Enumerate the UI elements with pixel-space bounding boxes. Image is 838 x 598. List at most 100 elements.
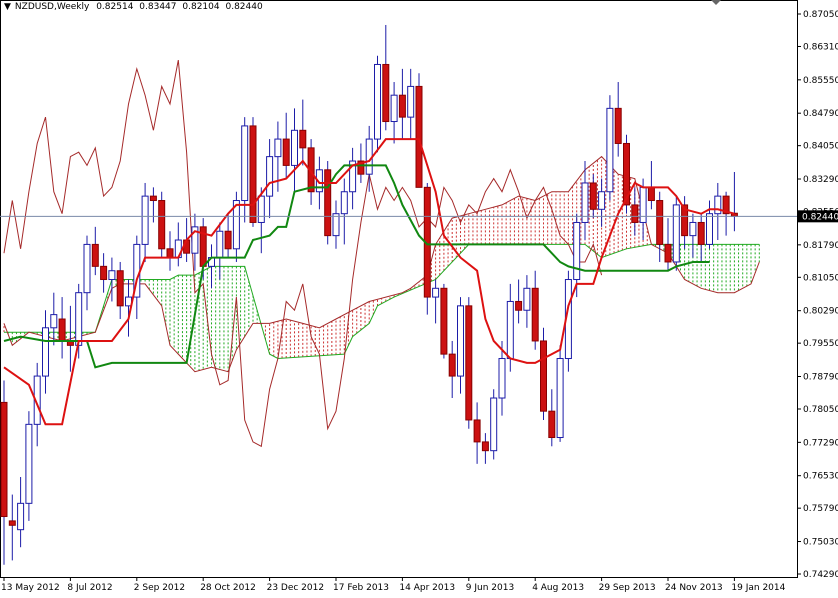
y-tick-label: 0.87050 xyxy=(803,10,838,20)
candle-body xyxy=(257,195,265,223)
y-tick-label: 0.74290 xyxy=(803,570,838,580)
candle-body xyxy=(473,419,481,443)
plot-frame xyxy=(0,0,798,578)
ohlc-values: 0.82514 0.83447 0.82104 0.82440 xyxy=(96,2,266,12)
candle-body xyxy=(448,353,456,377)
x-tick-label: 13 May 2012 xyxy=(1,583,60,593)
candle-body xyxy=(540,340,547,412)
candle-body xyxy=(722,195,730,215)
candle-body xyxy=(498,358,506,399)
candle-body xyxy=(8,520,16,526)
candle-body xyxy=(515,300,523,311)
collapse-triangle-icon[interactable]: ▼ xyxy=(4,2,11,12)
x-tick-label: 19 Jan 2014 xyxy=(731,583,785,593)
y-tick-label: 0.80290 xyxy=(803,307,838,317)
y-tick-label: 0.84790 xyxy=(803,109,838,119)
candle-body xyxy=(398,94,406,118)
y-tick-label: 0.81790 xyxy=(803,241,838,251)
candle-body xyxy=(548,410,556,439)
candle-body xyxy=(266,156,274,197)
current-price-label-bg xyxy=(798,210,838,223)
candle-body xyxy=(415,85,423,188)
high-value: 0.83447 xyxy=(139,2,177,12)
candle-body xyxy=(382,63,390,123)
open-value: 0.82514 xyxy=(96,2,134,12)
candle-body xyxy=(581,182,589,223)
candle-body xyxy=(481,441,489,452)
candle-body xyxy=(116,270,124,307)
y-tick-label: 0.78050 xyxy=(803,405,838,415)
candle-body xyxy=(573,221,581,281)
candle-body xyxy=(490,397,498,452)
tenkan-sen-line xyxy=(3,138,735,426)
x-tick-label: 8 Jul 2012 xyxy=(67,583,112,593)
y-tick-label: 0.84050 xyxy=(803,142,838,152)
candle-body xyxy=(58,318,66,342)
candle-body xyxy=(0,401,8,518)
candle-body xyxy=(589,182,597,210)
y-tick-label: 0.85550 xyxy=(803,76,838,86)
candle-body xyxy=(33,375,41,425)
candle-body xyxy=(282,138,290,166)
candle-body xyxy=(407,85,415,118)
candle-body xyxy=(42,327,49,377)
close-value: 0.82440 xyxy=(225,2,263,12)
x-tick-label: 9 Jun 2013 xyxy=(466,583,514,593)
candle-body xyxy=(681,204,689,237)
y-tick-label: 0.79550 xyxy=(803,339,838,349)
candle-body xyxy=(714,195,722,215)
candle-body xyxy=(25,423,33,504)
candle-body xyxy=(656,200,664,245)
candle-body xyxy=(631,204,639,223)
chikou-span-line xyxy=(3,60,603,448)
kijun-sen-line xyxy=(3,164,710,369)
candle-body xyxy=(623,142,630,206)
y-tick-label: 0.81050 xyxy=(803,273,838,283)
candle-body xyxy=(166,248,174,259)
x-tick-label: 2 Sep 2012 xyxy=(134,583,185,593)
candle-body xyxy=(241,125,249,202)
candle-body xyxy=(141,195,149,245)
candle-body xyxy=(191,226,199,254)
candle-body xyxy=(216,230,224,259)
candle-body xyxy=(614,107,622,144)
candle-body xyxy=(598,191,606,210)
candle-body xyxy=(689,221,697,237)
y-tick-label: 0.77290 xyxy=(803,438,838,448)
candle-body xyxy=(465,305,473,421)
candle-body xyxy=(697,221,705,245)
candle-body xyxy=(307,147,315,193)
candle-body xyxy=(274,138,282,158)
candle-body xyxy=(432,287,440,298)
candle-body xyxy=(324,169,332,237)
x-tick-label: 29 Sep 2013 xyxy=(599,583,656,593)
candle-body xyxy=(664,243,672,263)
y-tick-label: 0.78790 xyxy=(803,373,838,383)
current-price-label: 0.82440 xyxy=(802,212,838,222)
candle-body xyxy=(108,270,116,281)
candle-body xyxy=(340,191,348,215)
candle-body xyxy=(291,129,298,166)
candle-body xyxy=(357,160,365,175)
y-tick-label: 0.76530 xyxy=(803,472,838,482)
candle-body xyxy=(556,358,564,439)
candle-body xyxy=(17,502,25,531)
senkou-span-b-line xyxy=(3,155,760,373)
low-value: 0.82104 xyxy=(182,2,220,12)
x-tick-label: 24 Nov 2013 xyxy=(665,583,723,593)
candle-body xyxy=(232,200,240,250)
x-tick-label: 23 Dec 2012 xyxy=(267,583,325,593)
x-tick-label: 17 Feb 2013 xyxy=(333,583,389,593)
candle-body xyxy=(50,314,58,329)
x-tick-label: 14 Apr 2013 xyxy=(399,583,455,593)
candle-body xyxy=(457,305,464,377)
candle-body xyxy=(706,213,713,245)
candle-body xyxy=(374,63,381,140)
candle-body xyxy=(647,186,655,202)
candle-body xyxy=(315,169,323,193)
symbol-label: NZDUSD,Weekly xyxy=(14,2,90,12)
y-tick-label: 0.86310 xyxy=(803,42,838,52)
chart-title-bar: ▼ NZDUSD,Weekly 0.82514 0.83447 0.82104 0… xyxy=(4,2,270,12)
